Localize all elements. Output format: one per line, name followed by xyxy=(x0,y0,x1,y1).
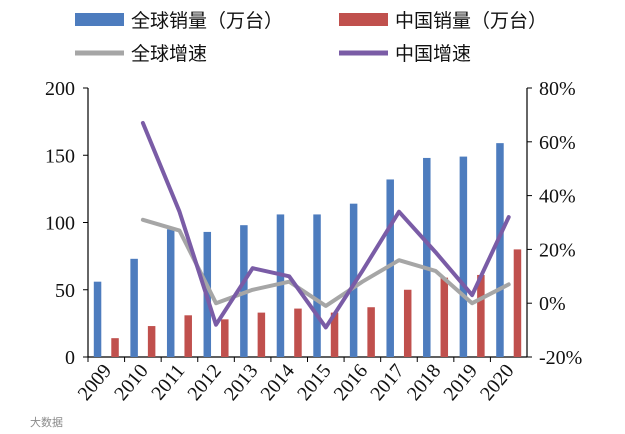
x-tick-label: 2012 xyxy=(183,360,226,405)
china-sales-bar xyxy=(403,289,412,357)
y-left-tick-label: 200 xyxy=(45,78,75,100)
legend-label-china-sales: 中国销量（万台） xyxy=(395,10,547,32)
x-tick-label: 2017 xyxy=(366,360,409,405)
global-sales-bar xyxy=(349,203,358,357)
y-right-tick-label: 0% xyxy=(539,293,566,315)
y-left-tick-label: 50 xyxy=(55,280,75,302)
x-tick-label: 2019 xyxy=(439,360,482,405)
china-sales-bar xyxy=(147,326,156,357)
china-growth-line xyxy=(140,121,511,330)
y-right-tick-label: 60% xyxy=(539,132,576,154)
y-right-tick-label: -20% xyxy=(539,347,582,369)
china-sales-bar xyxy=(257,312,266,357)
global-growth-line xyxy=(140,217,511,308)
x-tick-label: 2009 xyxy=(74,360,117,405)
legend-swatch-china-sales xyxy=(339,13,388,26)
y-right-tick-label: 40% xyxy=(539,186,576,208)
china-sales-bar xyxy=(184,315,192,357)
plot-area: 050100150200-20%0%20%40%60%80%2009201020… xyxy=(45,78,582,405)
watermark-text: 大数据 xyxy=(30,415,63,429)
x-tick-label: 2018 xyxy=(403,360,446,405)
legend-label-global-sales: 全球销量（万台） xyxy=(131,10,283,32)
global-sales-bar xyxy=(459,156,468,357)
x-tick-label: 2016 xyxy=(330,360,373,405)
china-sales-bar xyxy=(513,249,522,357)
x-tick-label: 2013 xyxy=(220,360,263,405)
china-sales-bar xyxy=(294,308,302,357)
legend-swatch-global-sales xyxy=(75,13,124,26)
x-tick-label: 2014 xyxy=(256,360,299,405)
china-sales-bar xyxy=(221,319,229,357)
legend: 全球销量（万台） 中国销量（万台） 全球增速 中国增速 xyxy=(75,10,547,65)
global-sales-bar xyxy=(276,214,285,357)
global-sales-bar xyxy=(423,157,431,357)
global-sales-bar xyxy=(313,214,321,357)
y-right-tick-label: 20% xyxy=(539,239,576,261)
y-right-tick-label: 80% xyxy=(539,78,576,100)
china-sales-bar xyxy=(367,307,375,357)
x-tick-label: 2011 xyxy=(147,360,189,404)
y-left-tick-label: 150 xyxy=(45,145,75,167)
y-left-tick-label: 0 xyxy=(65,347,75,369)
x-tick-label: 2020 xyxy=(476,360,519,405)
global-sales-bar xyxy=(496,143,504,357)
x-tick-label: 2010 xyxy=(110,360,153,405)
global-sales-bar xyxy=(93,281,102,357)
y-left-tick-label: 100 xyxy=(45,213,75,235)
x-tick-label: 2015 xyxy=(293,360,336,405)
global-sales-bar xyxy=(386,179,394,357)
china-sales-bar xyxy=(477,274,485,357)
china-sales-bar xyxy=(440,277,449,357)
china-sales-bar xyxy=(111,338,119,357)
legend-label-china-growth: 中国增速 xyxy=(395,43,471,65)
global-sales-bar xyxy=(130,258,138,357)
legend-label-global-growth: 全球增速 xyxy=(131,43,207,65)
global-sales-bar xyxy=(166,229,175,357)
china-sales-bar xyxy=(330,312,339,357)
